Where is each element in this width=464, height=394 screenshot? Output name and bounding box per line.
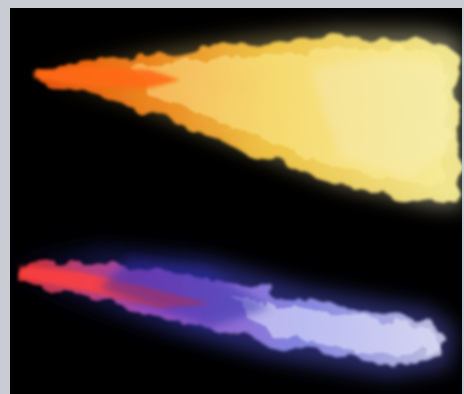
upper-plume <box>32 28 462 208</box>
visualization-panel <box>10 8 462 394</box>
lower-plume <box>18 246 456 378</box>
plume-visualization <box>18 28 462 378</box>
